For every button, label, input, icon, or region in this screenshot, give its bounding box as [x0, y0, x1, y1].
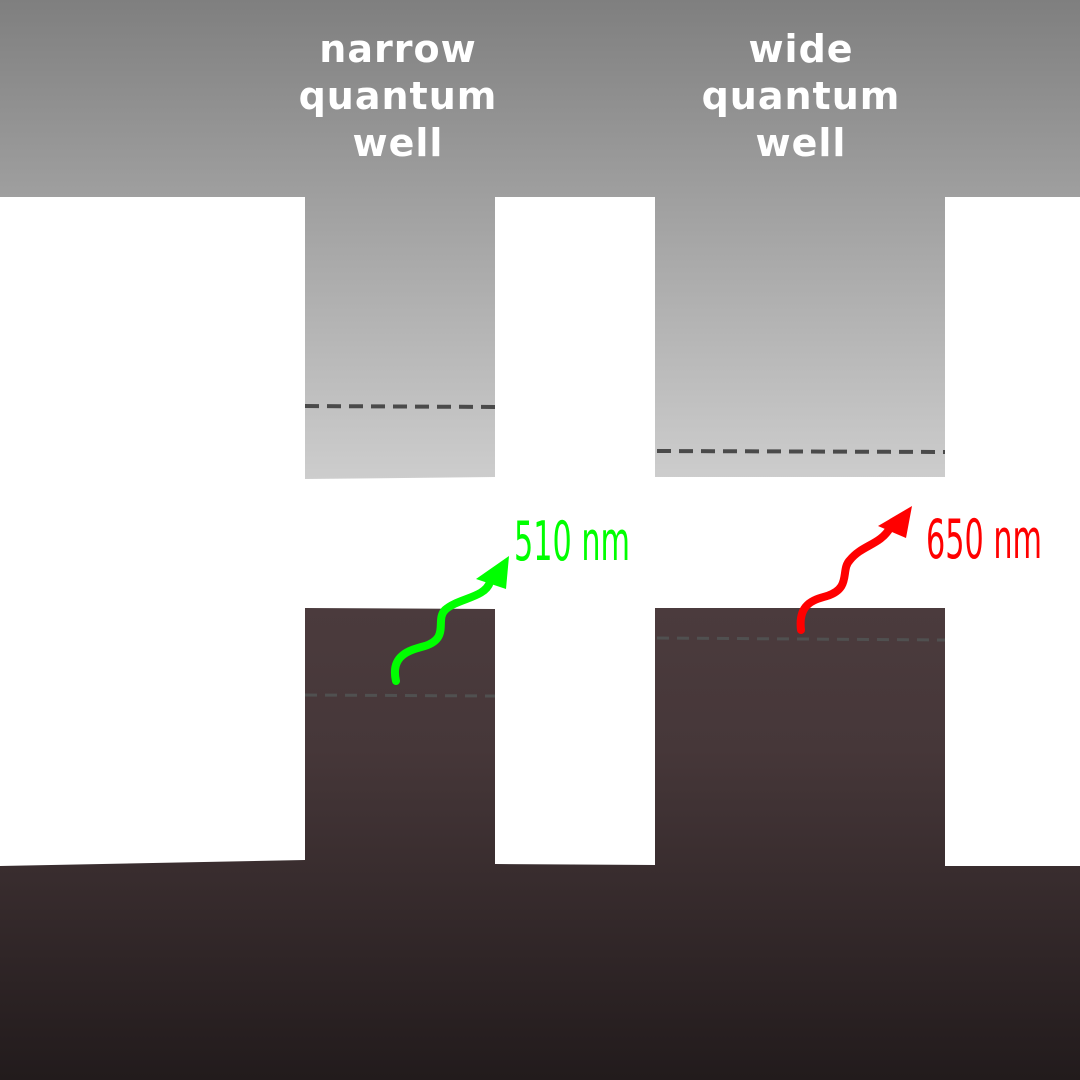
wide-well-electron-level [656, 449, 946, 454]
narrow-well-wavelength-label: 510 nm [514, 510, 630, 573]
narrow-well-title-line-3: well [353, 121, 444, 165]
wide-well-title: wide quantum well [702, 27, 901, 165]
narrow-well-photon-arrow-icon [390, 578, 494, 685]
wide-well-wavelength-label: 650 nm [926, 508, 1042, 571]
narrow-well-electron-level [304, 404, 496, 409]
wide-well-title-line-3: well [756, 121, 847, 165]
valence-band [0, 608, 1080, 1080]
wide-well-hole-level [656, 636, 946, 642]
narrow-well-title-line-1: narrow [319, 27, 476, 71]
narrow-well-photon [390, 556, 509, 685]
wide-well-photon [796, 506, 912, 634]
wide-well-photon-arrow-icon [796, 524, 894, 634]
narrow-well-hole-level [304, 693, 496, 698]
narrow-well-title: narrow quantum well [299, 27, 498, 165]
narrow-well-photon-arrowhead-icon [476, 556, 509, 589]
wide-well-title-line-2: quantum [702, 74, 901, 118]
narrow-well-title-line-2: quantum [299, 74, 498, 118]
wide-well-photon-arrowhead-icon [878, 506, 912, 538]
conduction-band [0, 0, 1080, 479]
wide-well-title-line-1: wide [748, 27, 853, 71]
